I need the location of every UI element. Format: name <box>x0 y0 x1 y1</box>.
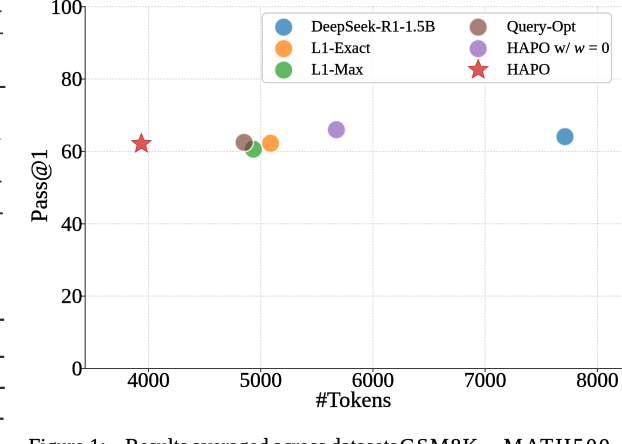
svg-text:DeepSeek-R1-1.5B: DeepSeek-R1-1.5B <box>311 18 435 35</box>
svg-text:L1-Max: L1-Max <box>311 61 363 78</box>
svg-text:#Tokens: #Tokens <box>316 387 392 412</box>
svg-text:L1-Exact: L1-Exact <box>311 40 371 57</box>
svg-text:5000: 5000 <box>240 368 282 392</box>
svg-text:Query-Opt: Query-Opt <box>507 18 576 35</box>
svg-text:40: 40 <box>61 212 82 236</box>
svg-text:HAPO: HAPO <box>507 61 550 78</box>
svg-text:6000: 6000 <box>352 368 394 392</box>
svg-text:HAPO w/ w = 0: HAPO w/ w = 0 <box>507 40 610 57</box>
svg-text:4000: 4000 <box>127 368 169 392</box>
svg-text:60: 60 <box>61 140 82 164</box>
svg-text:20: 20 <box>61 284 82 308</box>
svg-text:8000: 8000 <box>576 368 618 392</box>
svg-text:80: 80 <box>61 67 82 91</box>
svg-text:Pass@1: Pass@1 <box>27 149 52 223</box>
svg-text:7000: 7000 <box>464 368 506 392</box>
svg-text:0: 0 <box>72 357 83 381</box>
svg-text:100: 100 <box>51 0 83 19</box>
